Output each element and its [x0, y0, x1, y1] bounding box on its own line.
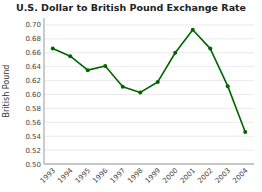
y-tick-label: 0.56 [25, 119, 41, 127]
grid-line [44, 24, 254, 25]
point [68, 54, 72, 58]
point [156, 80, 160, 84]
y-axis: 0.50 0.52 0.54 0.56 0.58 0.60 0.62 0.64 0.66 0.68… [25, 21, 254, 168]
y-tick-label: 0.68 [25, 35, 41, 43]
grid-line [44, 38, 254, 39]
point [86, 68, 90, 72]
point [226, 84, 230, 88]
plot-area [51, 28, 248, 134]
point [208, 47, 212, 51]
x-tick-label: 1995 [74, 167, 92, 185]
x-tick-label: 1993 [39, 167, 57, 185]
x-tick-label: 2002 [196, 167, 214, 185]
y-tick-label: 0.54 [25, 133, 41, 141]
x-tick-label: 2004 [231, 166, 250, 185]
point [243, 130, 247, 134]
grid-line [44, 94, 254, 95]
x-tick-label: 1994 [56, 166, 75, 185]
y-tick-label: 0.50 [25, 161, 41, 169]
x-tick-label: 1997 [109, 167, 127, 185]
x-tick-label: 1996 [91, 166, 110, 185]
grid-line [44, 52, 254, 53]
point [121, 85, 125, 89]
x-axis-line [44, 164, 254, 165]
grid-line [44, 122, 254, 123]
point [138, 90, 142, 94]
y-tick-label: 0.70 [25, 21, 41, 29]
point [173, 51, 177, 55]
y-tick-label: 0.64 [25, 63, 41, 71]
y-tick-label: 0.58 [25, 105, 41, 113]
x-axis: 1993199419951996199719981999200020012002… [39, 166, 250, 185]
chart: U.S. Dollar to British Pound Exchange Ra… [0, 0, 262, 192]
line [53, 30, 246, 132]
grid-line [44, 80, 254, 81]
x-tick-label: 1998 [126, 167, 144, 185]
x-tick-label: 2000 [161, 167, 179, 185]
title: U.S. Dollar to British Pound Exchange Ra… [16, 2, 246, 13]
y-tick-label: 0.62 [25, 77, 41, 85]
x-tick-label: 2003 [214, 167, 232, 185]
grid-line [44, 136, 254, 137]
chart-container: U.S. Dollar to British Pound Exchange Ra… [0, 0, 262, 192]
y-tick-label: 0.52 [25, 147, 41, 155]
y-axis-line [44, 18, 45, 164]
y-axis-label: British Pound [2, 65, 11, 118]
x-tick-label: 2001 [179, 167, 197, 185]
point [191, 28, 195, 32]
point [51, 47, 55, 51]
y-tick-label: 0.60 [25, 91, 41, 99]
point [103, 64, 107, 68]
x-tick-label: 1999 [144, 167, 162, 185]
y-tick-label: 0.66 [25, 49, 41, 57]
grid-line [44, 66, 254, 67]
grid-line [44, 108, 254, 109]
grid-line [44, 150, 254, 151]
grid-line [44, 164, 254, 165]
